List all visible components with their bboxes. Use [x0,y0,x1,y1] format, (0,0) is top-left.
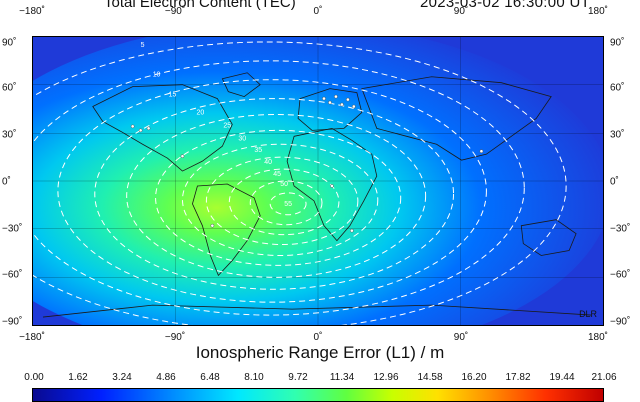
station-marker [210,223,215,228]
contour-45 [228,168,340,236]
contour-label: 5 [141,42,145,49]
lat-tick-right: 30˚ [610,129,625,141]
station-marker [180,154,185,158]
colorbar-tick: 12.96 [373,372,399,383]
colorbar-title: Ionospheric Range Error (L1) / m [195,343,445,362]
lon-tick-top: 0˚ [313,6,323,17]
colorbar-tick: 6.48 [200,372,220,383]
europe-coast [297,88,363,131]
contour-label: 30 [238,135,246,142]
gnss-stations [130,94,484,233]
lon-tick-bottom: 0˚ [313,332,323,343]
colorbar-tick: 4.86 [156,372,176,383]
australia-coast [520,219,577,256]
colorbar-tick: 1.62 [68,372,88,383]
station-marker [130,124,135,129]
contour-label: 20 [197,109,205,116]
lon-tick-top: −90˚ [164,6,186,17]
contour-label: 25 [223,122,231,129]
contour-label: 10 [153,72,161,79]
colorbar-tick: 11.34 [329,372,355,383]
lon-tick-bottom: 180˚ [587,332,609,343]
dlr-watermark: DLR [579,309,597,319]
station-marker [322,96,326,101]
lat-tick-left: 0˚ [2,176,11,188]
south-america-coast [192,183,261,277]
graticule [33,37,603,325]
contour-label: 40 [264,159,272,166]
station-marker [138,128,143,133]
colorbar-tick: 3.24 [112,372,132,383]
colorbar-tick: 14.58 [417,372,443,383]
colorbar-gradient [32,388,604,402]
tec-contours [33,41,567,325]
contour-label: 15 [169,92,177,99]
lat-tick-left: −30˚ [2,223,23,235]
station-marker [146,126,151,131]
coastlines [42,72,592,318]
contour-40 [205,156,359,246]
africa-coast [286,127,378,242]
contour-55 [269,192,307,216]
lat-tick-right: −60˚ [610,269,631,281]
greenland-coast [221,72,261,98]
station-marker [328,100,332,105]
tec-map-canvas: 5 10 15 20 25 30 35 40 45 50 55 [33,37,603,325]
lon-tick-bottom: −90˚ [164,332,186,343]
contour-20 [94,98,455,290]
lon-tick-bottom: −180˚ [19,332,45,343]
tec-map: 5 10 15 20 25 30 35 40 45 50 55 [32,36,604,326]
lon-tick-top: −180˚ [19,6,45,17]
contour-label: 55 [284,201,292,208]
contour-label: 35 [254,147,262,154]
lat-tick-right: 90˚ [610,37,625,49]
lat-tick-left: −90˚ [2,316,23,328]
contour-50 [249,180,323,226]
station-marker [340,102,344,107]
lat-tick-left: 90˚ [2,37,17,49]
colorbar-tick: 16.20 [461,372,487,383]
colorbar-tick: 9.72 [288,372,308,383]
lon-tick-bottom: 90˚ [453,332,469,343]
lat-tick-left: 30˚ [2,129,17,141]
lat-tick-right: 60˚ [610,82,625,94]
contour-35 [181,143,379,256]
station-marker [334,94,338,99]
contour-10 [33,60,525,316]
contour-25 [126,113,427,278]
station-marker [352,104,356,109]
colorbar-tick: 17.82 [505,372,531,383]
colorbar-tick: 0.00 [24,372,44,383]
colorbar-tick: 21.06 [591,372,617,383]
lon-tick-top: 180˚ [587,6,609,17]
station-marker [350,228,354,233]
lat-tick-right: 0˚ [610,176,619,188]
contour-5 [33,41,567,325]
colorbar-tick: 19.44 [549,372,575,383]
map-timestamp: 2023-03-02 16:30:00 UT [420,0,591,11]
station-marker [330,184,334,188]
asia-coast [361,76,552,161]
lat-tick-right: −30˚ [610,223,631,235]
lat-tick-left: −60˚ [2,269,23,281]
station-marker [479,149,484,153]
map-title: Total Electron Content (TEC) [104,0,296,11]
station-marker [346,97,350,102]
contour-label: 50 [280,181,288,188]
lat-tick-right: −90˚ [610,316,631,328]
contour-label: 45 [273,171,281,178]
contour-15 [57,79,487,303]
lon-tick-top: 90˚ [453,6,469,17]
lat-tick-left: 60˚ [2,82,17,94]
antarctica-coast [42,304,592,318]
contour-30 [155,129,402,266]
colorbar-tick: 8.10 [244,372,264,383]
